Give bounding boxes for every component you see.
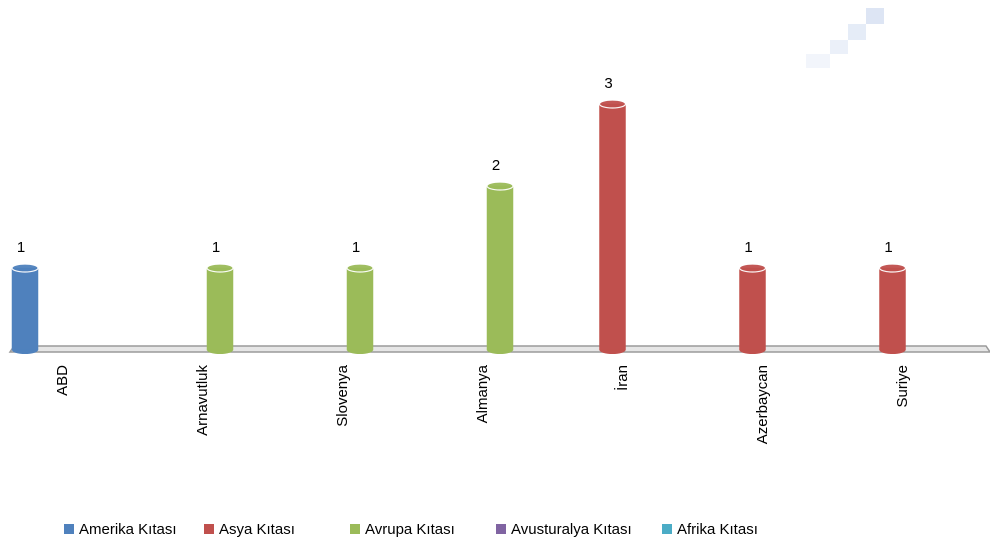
legend-swatch bbox=[350, 524, 360, 534]
x-tick-label: Slovenya bbox=[334, 364, 351, 426]
x-tick-label: Arnavutluk bbox=[194, 365, 211, 436]
legend-swatch bbox=[64, 524, 74, 534]
bar-top bbox=[878, 263, 907, 273]
data-label: 1 bbox=[884, 239, 892, 256]
bar-top bbox=[346, 263, 374, 273]
x-tick-label: Almanya bbox=[474, 364, 491, 423]
data-label: 1 bbox=[352, 239, 360, 256]
data-label: 1 bbox=[744, 239, 752, 256]
legend-label: Avusturalya Kıtası bbox=[511, 521, 632, 538]
legend-swatch bbox=[496, 524, 506, 534]
bar-top bbox=[598, 99, 627, 109]
bar bbox=[11, 267, 39, 351]
data-label: 2 bbox=[492, 157, 500, 174]
bar bbox=[599, 103, 626, 351]
bar-top bbox=[486, 181, 514, 191]
legend-swatch bbox=[662, 524, 672, 534]
legend-label: Afrika Kıtası bbox=[677, 521, 758, 538]
x-tick-label: Suriye bbox=[894, 365, 911, 408]
legend-label: Asya Kıtası bbox=[219, 521, 295, 538]
legend-swatch bbox=[204, 524, 214, 534]
bar bbox=[879, 267, 906, 351]
legend-label: Avrupa Kıtası bbox=[365, 521, 455, 538]
data-label: 3 bbox=[604, 75, 612, 92]
bar bbox=[739, 267, 766, 351]
bar-top bbox=[738, 263, 767, 273]
x-tick-label: Azerbaycan bbox=[754, 365, 771, 444]
data-label: 1 bbox=[17, 239, 25, 256]
bar-top bbox=[206, 263, 234, 273]
watermark bbox=[806, 8, 884, 68]
x-tick-label: İran bbox=[613, 365, 631, 391]
bar-top bbox=[11, 263, 39, 273]
bar bbox=[206, 267, 234, 351]
data-label: 1 bbox=[212, 239, 220, 256]
bar bbox=[346, 267, 374, 351]
legend-label: Amerika Kıtası bbox=[79, 521, 177, 538]
x-tick-label: ABD bbox=[54, 365, 71, 396]
bar bbox=[486, 185, 514, 351]
